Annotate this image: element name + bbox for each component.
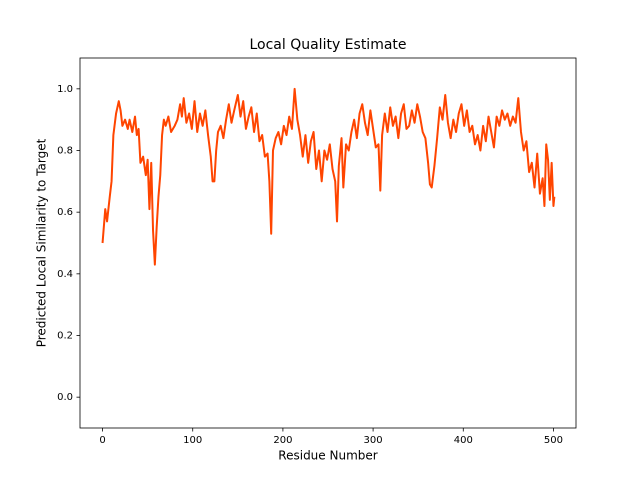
y-tick-label: 0.2 xyxy=(57,331,73,342)
chart-title: Local Quality Estimate xyxy=(249,37,406,53)
x-tick-label: 500 xyxy=(544,435,563,446)
plot-frame xyxy=(79,57,577,429)
y-axis-label: Predicted Local Similarity to Target xyxy=(35,138,49,347)
x-tick-label: 400 xyxy=(454,435,473,446)
y-tick-label: 0.4 xyxy=(57,269,73,280)
x-tick-label: 100 xyxy=(183,435,202,446)
y-tick-label: 0.6 xyxy=(57,207,73,218)
x-tick-label: 0 xyxy=(99,435,105,446)
x-tick-label: 300 xyxy=(364,435,383,446)
y-tick-label: 0.0 xyxy=(57,392,73,403)
y-tick-label: 1.0 xyxy=(57,84,73,95)
data-line xyxy=(101,87,556,266)
x-axis-label: Residue Number xyxy=(278,449,377,463)
x-tick-label: 200 xyxy=(273,435,292,446)
y-tick-label: 0.8 xyxy=(57,146,73,157)
